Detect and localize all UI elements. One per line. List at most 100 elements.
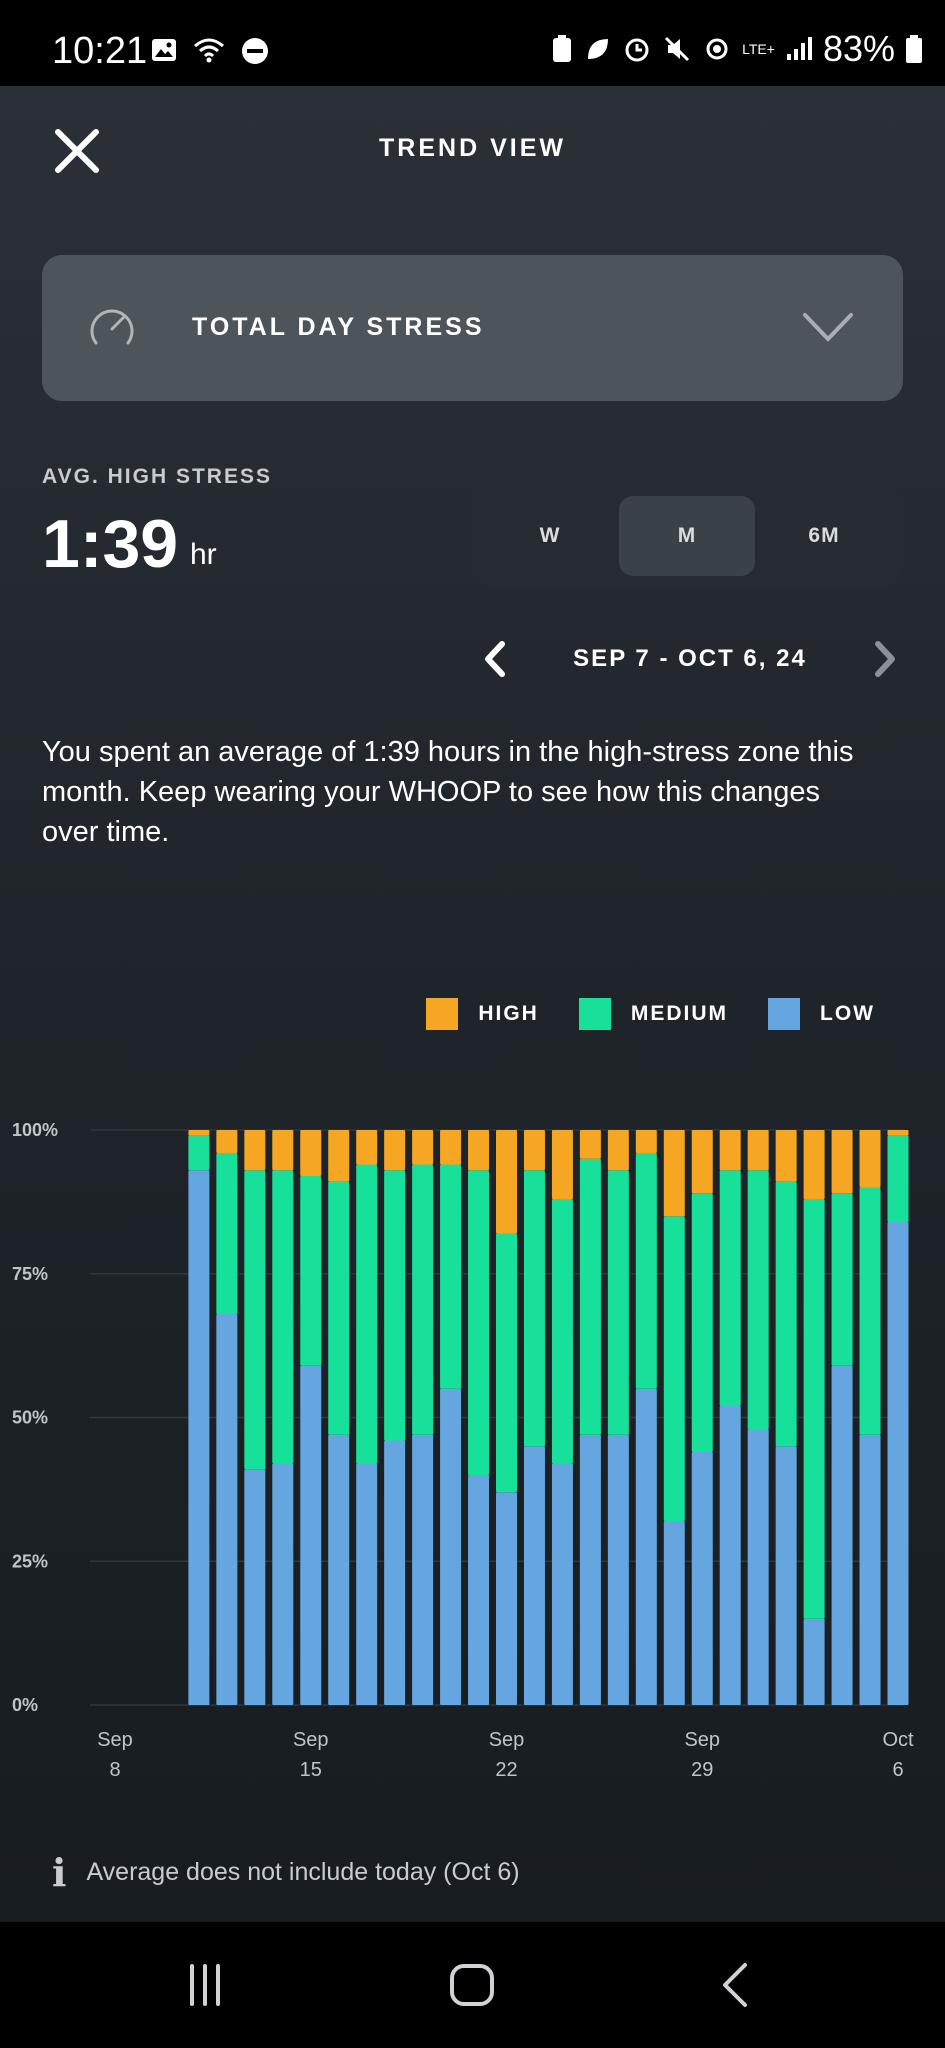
chevron-down-icon [803,313,853,342]
bar-segment-high [579,1130,601,1159]
bar-segment-low [216,1314,238,1705]
status-time: 10:21 [52,30,148,72]
bar-segment-medium [523,1170,545,1447]
bar-segment-high [887,1130,909,1136]
bar-segment-low [356,1463,378,1705]
legend-item-low: LOW [768,998,875,1030]
bar-segment-medium [775,1181,797,1447]
bar-segment-low [384,1440,406,1705]
bar-segment-medium [384,1170,406,1441]
metric-dropdown[interactable]: TOTAL DAY STRESS [42,255,903,401]
bar-segment-high [384,1130,406,1171]
bar-segment-high [551,1130,573,1199]
avg-value: 1:39 [42,506,179,582]
bar-segment-medium [579,1158,601,1435]
page-title: TREND VIEW [379,134,566,162]
bar-segment-high [440,1130,462,1165]
x-tick-month: Sep [293,1729,329,1751]
x-tick-day: 8 [109,1759,120,1781]
bar-segment-medium [663,1216,685,1521]
bar-segment-high [663,1130,685,1217]
bar-segment-low [328,1434,350,1705]
signal-icon [786,37,812,60]
bar-segment-low [244,1469,266,1705]
do-not-disturb-icon [242,38,268,64]
bar-segment-medium [551,1199,573,1464]
bar-segment-high [412,1130,434,1165]
bar-segment-high [300,1130,322,1176]
system-nav-bar [0,1922,945,2048]
legend-label-medium: MEDIUM [630,1002,729,1025]
alarm-icon [625,38,649,62]
x-tick-month: Sep [97,1729,133,1751]
bar-segment-medium [803,1199,825,1619]
bar-segment-high [775,1130,797,1182]
bar-segment-high [216,1130,238,1153]
bar-segment-low [691,1452,713,1705]
bar-segment-high [356,1130,378,1165]
x-tick-month: Sep [489,1729,525,1751]
bar-segment-medium [188,1135,210,1171]
bar-segment-low [551,1463,573,1705]
stress-stacked-bar-chart: 0% 25% 50% 75% 100% Sep 8 Sep 15 Sep 22 Sep 29 Oct 6 [12,1120,914,1781]
bar-segment-low [607,1434,629,1705]
info-icon: i [52,1850,67,1895]
bar-segment-medium [412,1164,434,1435]
bar-segment-high [719,1130,741,1171]
tab-week[interactable]: W [539,524,561,547]
close-icon[interactable] [54,128,100,174]
chevron-right-icon[interactable] [872,640,898,678]
bar-segment-high [244,1130,266,1171]
leaf-icon [588,39,609,59]
status-left-icons [150,36,270,66]
bar-segment-low [747,1429,769,1705]
y-tick-label: 0% [12,1695,38,1715]
bar-segment-high [859,1130,881,1188]
bar-segment-medium [691,1193,713,1452]
bar-segment-medium [216,1153,238,1314]
bar-segment-high [188,1130,210,1136]
bar-segment-low [719,1406,741,1705]
bar-segment-high [691,1130,713,1194]
bar-segment-high [272,1130,294,1171]
tab-month[interactable]: M [619,496,755,576]
chevron-left-icon[interactable] [482,640,508,678]
bar-segment-low [803,1618,825,1705]
battery-percent: 83% [822,28,895,69]
legend-item-high: HIGH [426,998,539,1030]
bar-segment-medium [887,1135,909,1222]
bar-segment-medium [859,1187,881,1435]
x-tick-day: 22 [495,1759,517,1781]
bar-segment-high [468,1130,490,1171]
date-range: SEP 7 - OCT 6, 24 [573,645,807,672]
avg-unit: hr [190,538,217,571]
bar-segment-medium [831,1193,853,1366]
bar-segment-medium [244,1170,266,1470]
tab-six-months[interactable]: 6M [808,524,840,547]
avg-label: AVG. HIGH STRESS [42,465,272,488]
y-tick-label: 25% [12,1551,48,1571]
legend-label-low: LOW [820,1002,875,1025]
bar-segment-low [300,1365,322,1705]
bar-segment-high [831,1130,853,1194]
recent-apps-icon[interactable] [170,1960,240,2010]
bar-segment-medium [719,1170,741,1406]
bar-segment-medium [635,1153,657,1389]
bar-segment-medium [300,1176,322,1366]
bar-segment-low [635,1388,657,1705]
bar-segment-high [635,1130,657,1153]
bar-segment-medium [272,1170,294,1464]
legend-swatch-medium [578,998,611,1030]
battery-icon [906,35,922,63]
mute-icon [665,36,690,62]
bar-segment-low [412,1434,434,1705]
x-tick-day: 6 [892,1759,903,1781]
bar-segment-low [468,1475,490,1705]
bar-segment-high [747,1130,769,1171]
trend-description: You spent an average of 1:39 hours in th… [42,736,854,848]
home-icon[interactable] [437,1960,507,2010]
footnote: i Average does not include today (Oct 6) [52,1850,520,1895]
bar-segment-high [496,1130,517,1234]
bar-segment-high [607,1130,629,1171]
back-icon[interactable] [700,1960,770,2010]
